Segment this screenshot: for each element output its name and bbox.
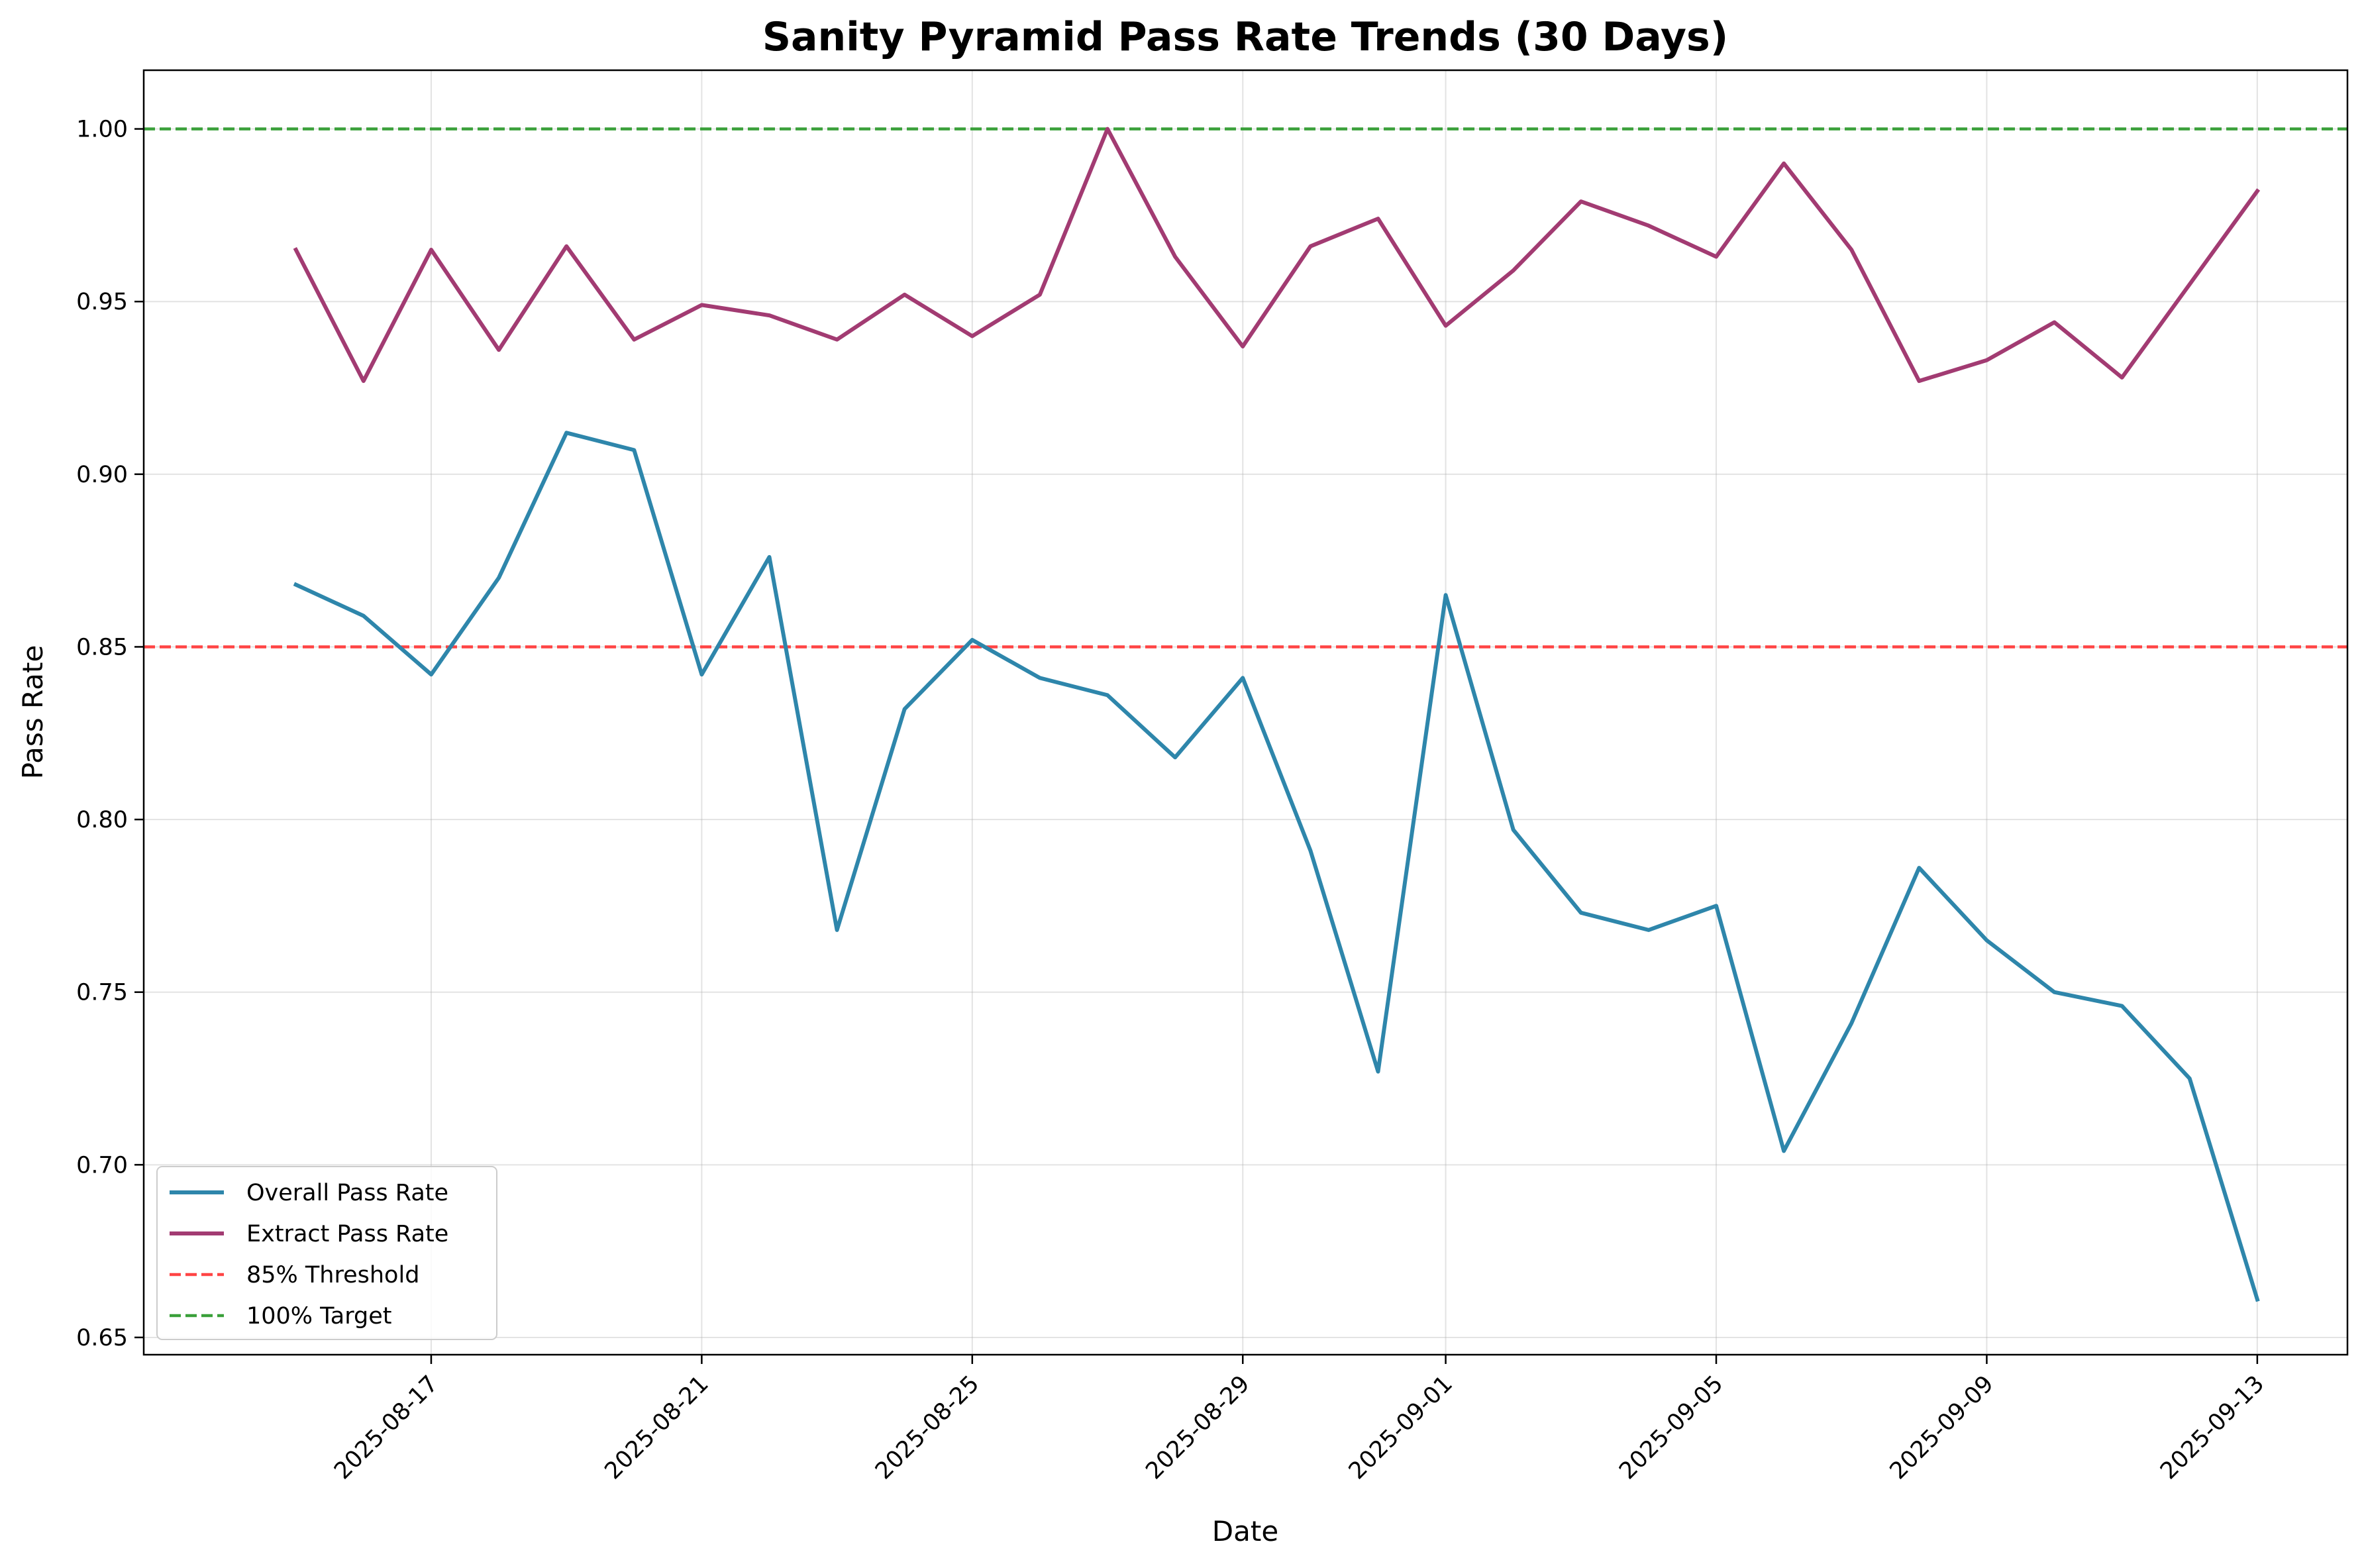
y-tick-label: 0.95 (76, 289, 128, 315)
series-line (293, 431, 2260, 1302)
legend-label: 85% Threshold (246, 1262, 419, 1288)
y-tick-label: 1.00 (76, 117, 128, 143)
chart-title: Sanity Pyramid Pass Rate Trends (30 Days… (762, 14, 1728, 60)
legend: Overall Pass Rate Extract Pass Rate 85% Th… (156, 1166, 497, 1340)
y-tick-label: 0.85 (76, 634, 128, 660)
y-tick-label: 0.65 (76, 1325, 128, 1351)
y-tick-label: 0.90 (76, 462, 128, 488)
y-tick-label: 0.70 (76, 1152, 128, 1178)
series-line (293, 127, 2261, 384)
legend-label: Overall Pass Rate (246, 1180, 448, 1206)
legend-box (156, 1166, 497, 1340)
series-lines (293, 127, 2261, 1302)
legend-label: Extract Pass Rate (246, 1221, 448, 1247)
y-axis-label: Pass Rate (17, 645, 49, 780)
plot-frame (142, 69, 2349, 1356)
legend-label: 100% Target (246, 1303, 391, 1330)
x-axis-label: Date (1212, 1515, 1278, 1547)
y-tick-label: 0.80 (76, 807, 128, 833)
y-tick-label: 0.75 (76, 980, 128, 1006)
reference-lines (144, 127, 2347, 649)
y-axis-ticks: 0.65 0.70 0.75 0.80 0.85 0.90 0.95 1.00 (76, 117, 144, 1351)
